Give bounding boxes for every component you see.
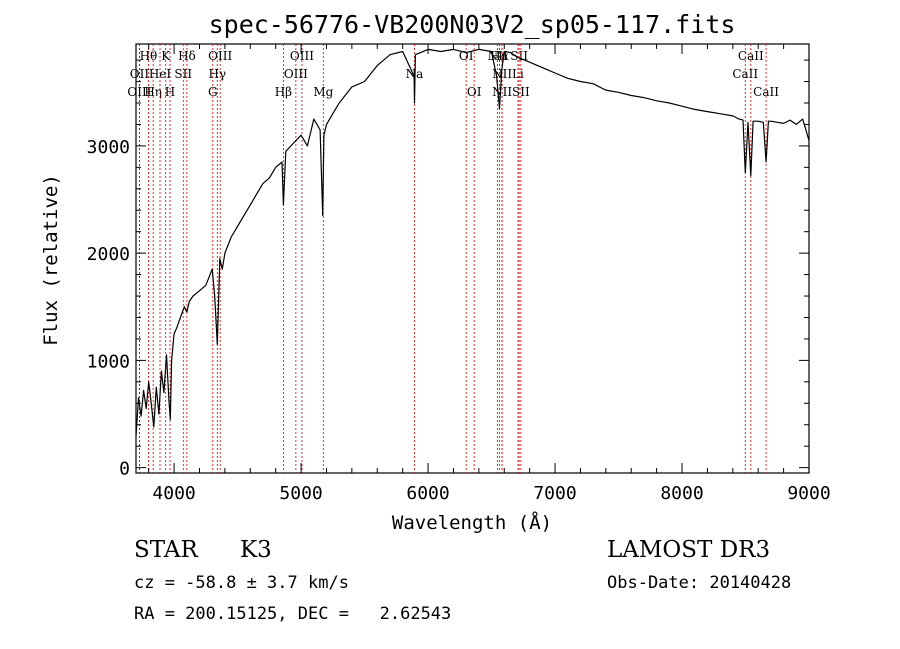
spectral-line-label: OI [467, 85, 482, 99]
x-tick-label: 4000 [152, 483, 195, 504]
y-axis-label: Flux (relative) [40, 174, 62, 346]
spectral-line-label: G [208, 85, 218, 99]
spectral-line-label: OIII [284, 67, 308, 81]
spectral-line-label: SII [174, 67, 192, 81]
x-axis-ticks: 4000 5000 6000 7000 8000 9000 [148, 44, 831, 504]
flux-series-line [135, 48, 810, 436]
spectral-line-label: OIII [290, 49, 314, 63]
spectral-line-label: Hγ [208, 67, 226, 81]
x-tick-label: 7000 [533, 483, 576, 504]
coordinates: RA = 200.15125, DEC = 2.62543 [134, 604, 452, 624]
spectral-line-label: K [161, 49, 171, 63]
spectral-line-label: Mg [313, 85, 333, 99]
y-tick-label: 2000 [87, 244, 130, 265]
x-tick-label: 6000 [406, 483, 449, 504]
spectral-line-label: Li [512, 67, 524, 81]
spectral-line-label: H [165, 85, 175, 99]
redshift-velocity: cz = -58.8 ± 3.7 km/s [134, 573, 349, 593]
y-tick-label: 1000 [87, 351, 130, 372]
spectral-line-label: NII [492, 85, 512, 99]
spectral-line-label: CaII [732, 67, 758, 81]
x-tick-label: 5000 [279, 483, 322, 504]
plot-frame [135, 43, 810, 474]
observation-date: Obs-Date: 20140428 [607, 573, 792, 593]
chart-title: spec-56776-VB200N03V2_sp05-117.fits [209, 10, 736, 39]
spectral-line-label: Hβ [275, 85, 292, 99]
series-layer [135, 48, 810, 436]
spectral-line-label: OI [459, 49, 474, 63]
spectral-line-label: HeI [149, 67, 172, 81]
y-tick-label: 3000 [87, 137, 130, 158]
spectral-line-label: CaII [738, 49, 764, 63]
y-tick-label: 0 [119, 459, 130, 480]
spectral-line-label: Hη [144, 85, 162, 99]
object-subclass: K3 [240, 537, 272, 563]
spectral-line-label: OIII [208, 49, 232, 63]
spectral-line-label: OIII [127, 85, 151, 99]
spectral-line-label: Hθ [140, 49, 158, 63]
x-tick-label: 8000 [660, 483, 703, 504]
spectral-line-label: CaII [753, 85, 779, 99]
spectral-line-label: Hδ [178, 49, 196, 63]
survey-name: LAMOST DR3 [607, 537, 771, 563]
object-class: STAR [134, 537, 198, 563]
x-tick-label: 9000 [787, 483, 830, 504]
spectral-line-label: SII [512, 85, 530, 99]
y-axis-ticks: 0 1000 2000 3000 [87, 59, 809, 480]
x-axis-label: Wavelength (Å) [392, 511, 552, 534]
